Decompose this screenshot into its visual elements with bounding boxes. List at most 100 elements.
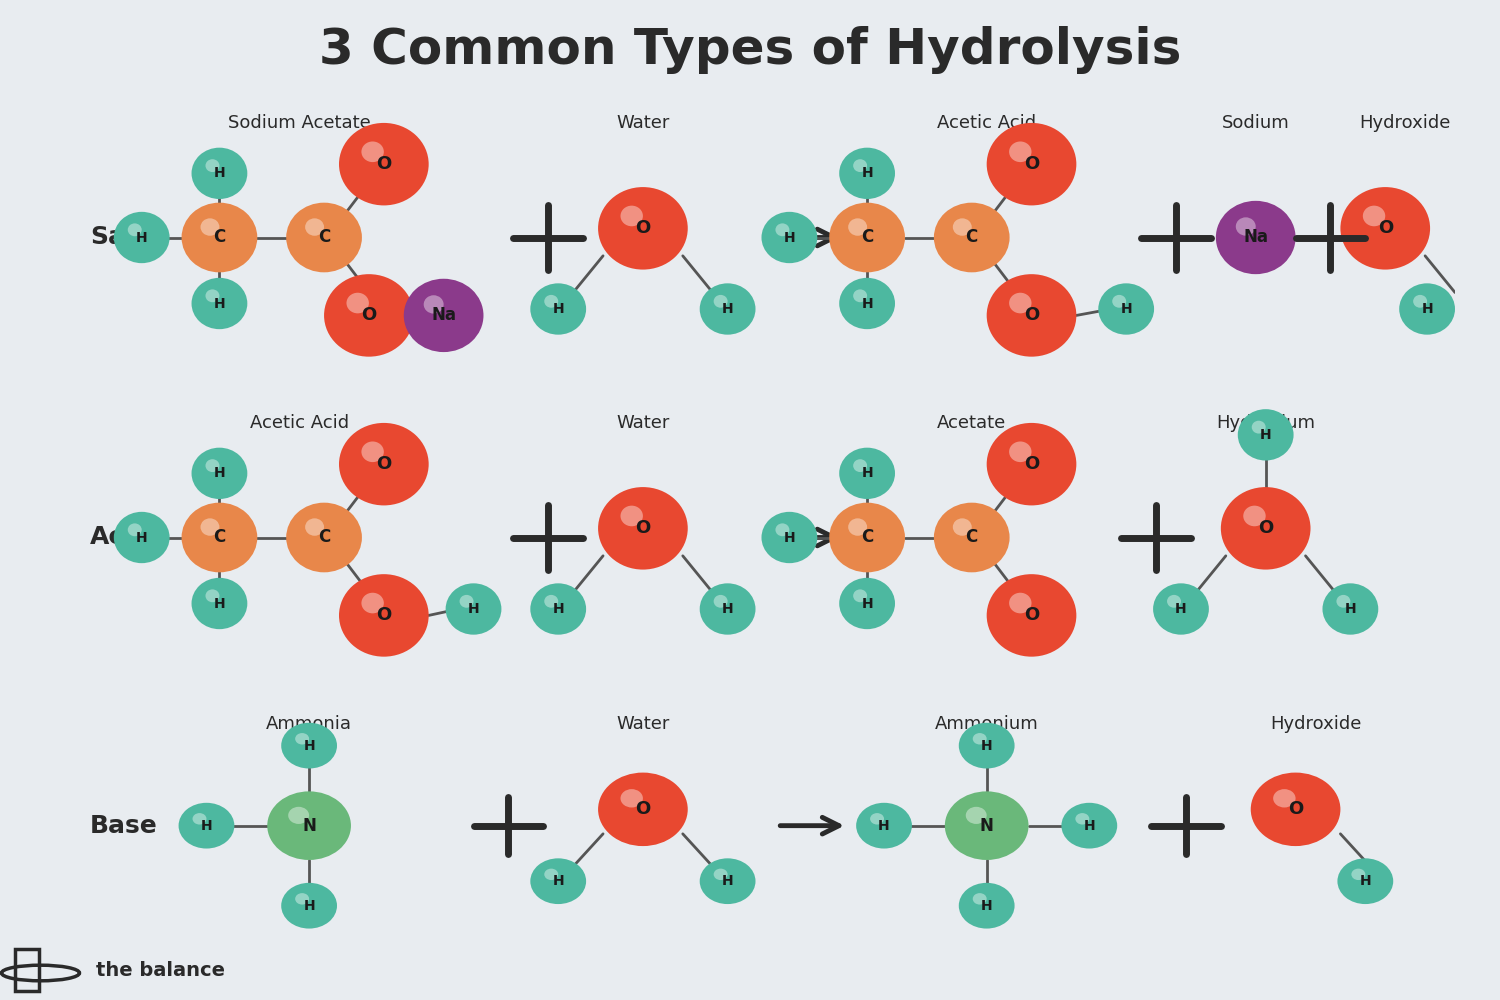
- Circle shape: [459, 595, 474, 608]
- Text: O: O: [636, 519, 651, 537]
- Text: C: C: [318, 229, 330, 246]
- Circle shape: [339, 423, 429, 505]
- Circle shape: [280, 723, 338, 768]
- Circle shape: [1400, 283, 1455, 335]
- Text: O: O: [1024, 306, 1039, 324]
- Circle shape: [1221, 487, 1311, 570]
- Circle shape: [544, 595, 558, 608]
- Text: Acid: Acid: [90, 525, 150, 549]
- Circle shape: [853, 159, 867, 172]
- Text: Sodium: Sodium: [1222, 114, 1290, 132]
- Text: H: H: [213, 596, 225, 610]
- Circle shape: [598, 773, 687, 846]
- Circle shape: [987, 423, 1077, 505]
- Circle shape: [531, 583, 586, 635]
- Circle shape: [201, 218, 219, 236]
- Bar: [15, 949, 39, 991]
- Text: H: H: [1120, 302, 1132, 316]
- Circle shape: [128, 223, 141, 236]
- Circle shape: [972, 893, 987, 905]
- Circle shape: [714, 869, 728, 880]
- Circle shape: [839, 148, 896, 199]
- Circle shape: [192, 448, 248, 499]
- Text: C: C: [966, 229, 978, 246]
- Text: Hydronium: Hydronium: [1216, 414, 1316, 432]
- Text: O: O: [362, 306, 376, 324]
- Circle shape: [206, 159, 219, 172]
- Circle shape: [987, 274, 1077, 357]
- Circle shape: [201, 518, 219, 536]
- Circle shape: [206, 289, 219, 302]
- Circle shape: [762, 512, 818, 563]
- Text: H: H: [783, 530, 795, 544]
- Circle shape: [1216, 201, 1296, 274]
- Circle shape: [945, 791, 1029, 860]
- Text: O: O: [636, 219, 651, 237]
- Text: O: O: [1024, 155, 1039, 173]
- Circle shape: [1112, 295, 1126, 308]
- Text: H: H: [783, 231, 795, 244]
- Circle shape: [1010, 593, 1032, 613]
- Circle shape: [346, 293, 369, 313]
- Text: H: H: [552, 874, 564, 888]
- Text: N: N: [302, 817, 316, 835]
- Circle shape: [776, 223, 789, 236]
- Text: C: C: [213, 528, 225, 546]
- Circle shape: [699, 283, 756, 335]
- Circle shape: [544, 869, 558, 880]
- Text: Water: Water: [616, 715, 669, 733]
- Circle shape: [1413, 295, 1426, 308]
- Text: H: H: [722, 874, 734, 888]
- Circle shape: [1076, 813, 1089, 825]
- Text: Acetic Acid: Acetic Acid: [249, 414, 348, 432]
- Text: 3 Common Types of Hydrolysis: 3 Common Types of Hydrolysis: [320, 26, 1180, 74]
- Circle shape: [830, 503, 904, 572]
- Circle shape: [958, 723, 1014, 768]
- Text: C: C: [966, 528, 978, 546]
- Text: O: O: [376, 155, 392, 173]
- Circle shape: [1010, 141, 1032, 162]
- Text: Acetic Acid: Acetic Acid: [938, 114, 1036, 132]
- Circle shape: [1010, 441, 1032, 462]
- Circle shape: [934, 503, 1010, 572]
- Circle shape: [1323, 583, 1378, 635]
- Circle shape: [192, 578, 248, 629]
- Text: Water: Water: [616, 414, 669, 432]
- Circle shape: [776, 523, 789, 536]
- Circle shape: [362, 141, 384, 162]
- Text: O: O: [1377, 219, 1394, 237]
- Text: Hydroxide: Hydroxide: [1359, 114, 1450, 132]
- Text: Ammonia: Ammonia: [266, 715, 352, 733]
- Circle shape: [286, 503, 362, 572]
- Text: H: H: [722, 602, 734, 616]
- Circle shape: [1338, 858, 1394, 904]
- Circle shape: [1364, 206, 1386, 226]
- Circle shape: [839, 278, 896, 329]
- Text: H: H: [136, 530, 147, 544]
- Text: H: H: [981, 739, 993, 753]
- Circle shape: [699, 858, 756, 904]
- Text: H: H: [552, 602, 564, 616]
- Text: H: H: [213, 466, 225, 480]
- Circle shape: [714, 295, 728, 308]
- Circle shape: [1154, 583, 1209, 635]
- Text: H: H: [1359, 874, 1371, 888]
- Circle shape: [621, 206, 644, 226]
- Circle shape: [286, 203, 362, 272]
- Text: H: H: [1344, 602, 1356, 616]
- Text: H: H: [1174, 602, 1186, 616]
- Circle shape: [267, 791, 351, 860]
- Text: H: H: [861, 296, 873, 310]
- Text: C: C: [861, 229, 873, 246]
- Circle shape: [1010, 293, 1032, 313]
- Text: H: H: [468, 602, 480, 616]
- Text: H: H: [1422, 302, 1432, 316]
- Circle shape: [1352, 869, 1365, 880]
- Circle shape: [987, 123, 1077, 205]
- Circle shape: [1244, 506, 1266, 526]
- Circle shape: [1251, 421, 1266, 434]
- Text: H: H: [722, 302, 734, 316]
- Text: H: H: [136, 231, 147, 244]
- Circle shape: [128, 523, 141, 536]
- Circle shape: [362, 441, 384, 462]
